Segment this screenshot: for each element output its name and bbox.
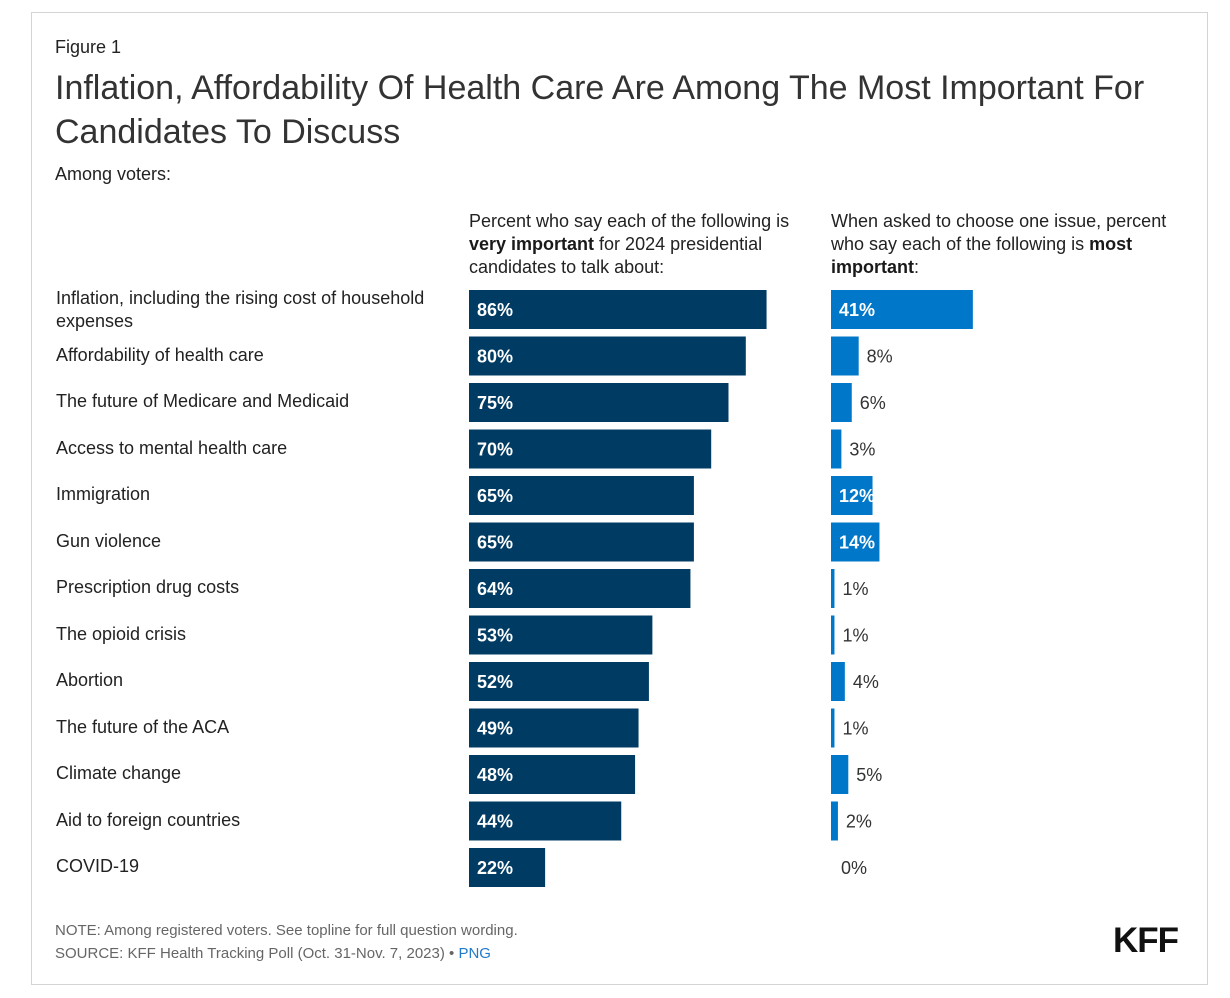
- data-label-very-important: 52%: [477, 672, 513, 692]
- bar-most-important: [831, 801, 838, 841]
- column-header-most-important-post: :: [914, 257, 920, 277]
- column-header-most-important-bold: most important: [831, 234, 1133, 277]
- kff-logo: KFF: [1113, 921, 1179, 960]
- bar-most-important: [831, 662, 845, 701]
- data-label-very-important: 49%: [477, 719, 513, 739]
- bar-very-important: [469, 848, 546, 887]
- bar-very-important: [469, 755, 636, 794]
- bar-most-important: [831, 383, 852, 422]
- bar-very-important: [469, 383, 729, 422]
- bar-very-important: [469, 476, 694, 515]
- column-header-most-important: When asked to choose one issue, percent …: [831, 210, 1191, 279]
- data-label-very-important: 70%: [477, 440, 513, 460]
- category-label: Access to mental health care: [56, 437, 288, 458]
- category-label: COVID-19: [56, 856, 140, 876]
- bar-very-important: [469, 801, 622, 841]
- chart-title: Inflation, Affordability Of Health Care …: [55, 69, 1145, 151]
- figure-frame: [31, 12, 1208, 985]
- bar-most-important: [831, 569, 835, 608]
- chart-subtitle: Among voters:: [55, 164, 172, 184]
- data-label-most-important: 1%: [842, 579, 868, 599]
- data-label-most-important: 5%: [856, 765, 882, 785]
- column-header-very-important: Percent who say each of the following is…: [469, 210, 819, 279]
- data-label-most-important: 2%: [846, 812, 872, 832]
- bar-very-important: [469, 569, 691, 608]
- data-label-very-important: 44%: [477, 812, 513, 832]
- category-label: Inflation, including the rising cost of …: [56, 287, 425, 331]
- data-label-very-important: 53%: [477, 626, 513, 646]
- data-label-very-important: 48%: [477, 765, 513, 785]
- category-label: Prescription drug costs: [56, 577, 240, 597]
- bar-very-important: [469, 522, 694, 562]
- data-label-very-important: 65%: [477, 533, 513, 553]
- category-label: The future of the ACA: [56, 716, 230, 737]
- category-label: Immigration: [56, 484, 151, 504]
- bar-most-important: [831, 755, 849, 794]
- footer-note: NOTE: Among registered voters. See topli…: [55, 922, 518, 939]
- bar-most-important: [831, 336, 859, 376]
- data-label-most-important: 14%: [839, 533, 875, 553]
- figure-label: Figure 1: [55, 37, 122, 57]
- bar-very-important: [469, 336, 746, 376]
- bar-most-important: [831, 476, 873, 515]
- bar-most-important: [831, 615, 835, 655]
- data-label-very-important: 86%: [477, 300, 513, 320]
- bar-most-important: [831, 522, 880, 562]
- data-label-very-important: 80%: [477, 347, 513, 367]
- data-label-very-important: 22%: [477, 858, 513, 878]
- bar-very-important: [469, 662, 649, 701]
- footer-source: SOURCE: KFF Health Tracking Poll (Oct. 3…: [55, 945, 491, 962]
- bar-very-important: [469, 708, 639, 748]
- data-label-most-important: 1%: [842, 719, 868, 739]
- data-label-very-important: 75%: [477, 393, 513, 413]
- bar-most-important: [831, 429, 842, 469]
- data-label-most-important: 6%: [860, 393, 886, 413]
- category-label: Affordability of health care: [56, 344, 264, 365]
- bar-very-important: [469, 615, 653, 655]
- category-label: Climate change: [56, 763, 182, 783]
- category-label: The future of Medicare and Medicaid: [56, 391, 350, 411]
- data-label-most-important: 3%: [849, 440, 875, 460]
- data-label-most-important: 4%: [853, 672, 879, 692]
- data-label-most-important: 1%: [842, 626, 868, 646]
- bar-most-important: [831, 708, 835, 748]
- data-label-most-important: 8%: [867, 347, 893, 367]
- data-label-most-important: 41%: [839, 300, 875, 320]
- footer-source-text: SOURCE: KFF Health Tracking Poll (Oct. 3…: [55, 945, 459, 962]
- bar-very-important: [469, 290, 767, 329]
- data-label-very-important: 64%: [477, 579, 513, 599]
- column-header-most-important-pre: When asked to choose one issue, percent …: [831, 211, 1167, 254]
- bar-very-important: [469, 429, 712, 469]
- data-label-very-important: 65%: [477, 486, 513, 506]
- bar-most-important: [831, 290, 973, 329]
- category-label: Aid to foreign countries: [56, 809, 241, 830]
- category-label: The opioid crisis: [56, 623, 187, 644]
- category-label: Abortion: [56, 670, 124, 690]
- column-header-very-important-pre: Percent who say each of the following is: [469, 211, 790, 231]
- category-label: Gun violence: [56, 530, 162, 551]
- column-header-very-important-post: for 2024 presidential candidates to talk…: [469, 234, 763, 277]
- data-label-most-important: 0%: [841, 858, 867, 878]
- png-link[interactable]: PNG: [458, 945, 491, 962]
- data-label-most-important: 12%: [839, 486, 875, 506]
- column-header-very-important-bold: very important: [469, 234, 595, 254]
